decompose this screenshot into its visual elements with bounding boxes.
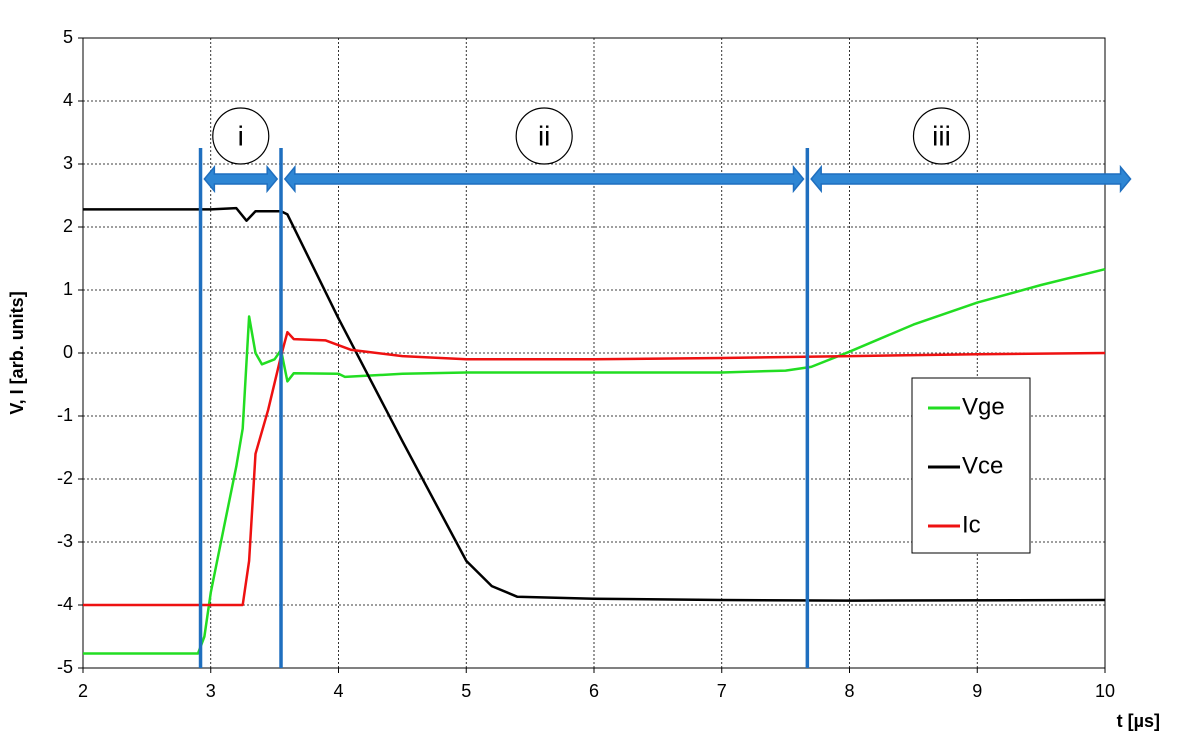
x-tick-label: 3 [206, 681, 216, 701]
x-tick-label: 8 [844, 681, 854, 701]
y-tick-label: 1 [63, 279, 73, 299]
series-line [83, 330, 1106, 607]
x-tick-label: 7 [717, 681, 727, 701]
legend-label: Vge [962, 393, 1005, 420]
y-tick-label: -5 [57, 657, 73, 677]
phase-arrow [810, 164, 1132, 194]
phase-label: i [238, 120, 244, 151]
y-tick-label: 0 [63, 342, 73, 362]
x-tick-label: 10 [1095, 681, 1115, 701]
y-tick-label: 3 [63, 153, 73, 173]
x-tick-label: 6 [589, 681, 599, 701]
legend-label: Vce [962, 452, 1003, 479]
y-tick-label: 2 [63, 216, 73, 236]
x-tick-label: 2 [78, 681, 88, 701]
x-axis-label: t [µs] [1117, 711, 1160, 731]
series-line [83, 206, 1106, 602]
phase-circle [212, 107, 270, 165]
x-tick-label: 9 [972, 681, 982, 701]
phase-circle [515, 107, 573, 165]
phase-label: iii [932, 120, 951, 151]
phase-circle [912, 107, 971, 165]
y-tick-label: 4 [63, 90, 73, 110]
y-axis-label: V, I [arb. units] [7, 291, 27, 414]
y-tick-label: -1 [57, 405, 73, 425]
y-tick-label: 5 [63, 27, 73, 47]
legend-label: Ic [962, 511, 981, 538]
phase-arrow [203, 164, 279, 194]
x-tick-label: 4 [333, 681, 343, 701]
phase-arrow [283, 164, 805, 194]
y-tick-label: -3 [57, 531, 73, 551]
y-tick-label: -4 [57, 594, 73, 614]
x-tick-label: 5 [461, 681, 471, 701]
phase-label: ii [538, 120, 550, 151]
y-tick-label: -2 [57, 468, 73, 488]
